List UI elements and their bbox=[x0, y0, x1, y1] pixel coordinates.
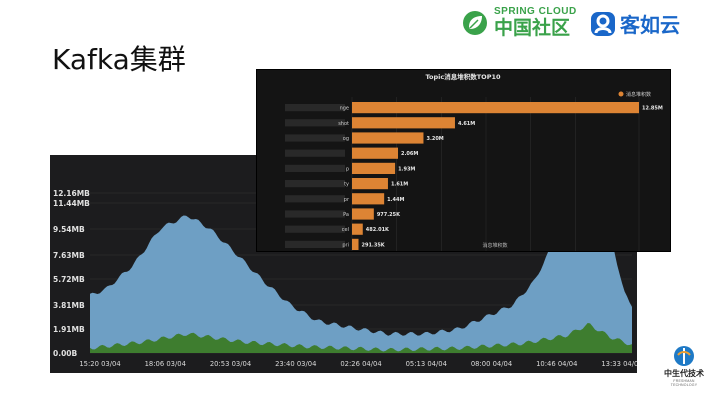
bar-value-label: 1.93M bbox=[398, 166, 415, 172]
x-tick-label: 10:46 04/04 bbox=[536, 360, 577, 368]
spring-cloud-logo: SPRING CLOUD 中国社区 bbox=[462, 7, 577, 38]
blurred-category-label bbox=[285, 134, 345, 142]
bar-value-label: 482.01K bbox=[366, 227, 390, 233]
y-tick-label: 0.00B bbox=[53, 349, 78, 358]
category-label: nge bbox=[340, 106, 349, 112]
x-tick-label: 02:26 04/04 bbox=[340, 360, 381, 368]
legend-label: 消息堆积数 bbox=[626, 91, 651, 98]
keruyun-logo: 客如云 bbox=[590, 9, 680, 38]
chart-legend: 消息堆积数 bbox=[618, 91, 651, 98]
x-tick-label: 08:00 04/04 bbox=[471, 360, 512, 368]
bar bbox=[352, 238, 359, 250]
blurred-category-label bbox=[285, 119, 345, 127]
bar-value-label: 2.06M bbox=[401, 151, 418, 157]
bar-value-label: 3.20M bbox=[426, 136, 443, 142]
category-label: cel bbox=[342, 227, 349, 233]
category-label: pri bbox=[342, 242, 349, 248]
blue-series-area bbox=[90, 193, 632, 353]
leaf-icon bbox=[463, 10, 487, 35]
chart-title: Topic消息堆积数TOP10 bbox=[425, 72, 501, 81]
x-tick-label: 23:40 03/04 bbox=[275, 360, 316, 368]
category-label: pr bbox=[344, 197, 350, 203]
x-tick-label: 15:20 03/04 bbox=[79, 360, 120, 368]
bar-value-label: 291.35K bbox=[362, 242, 386, 248]
bar bbox=[352, 102, 639, 114]
bar-value-label: 12.85M bbox=[642, 106, 663, 112]
blurred-category-label bbox=[285, 164, 345, 172]
bar bbox=[352, 223, 363, 235]
bar-value-label: 977.25K bbox=[377, 212, 401, 218]
x-tick-label: 05:13 04/04 bbox=[406, 360, 447, 368]
freshman-tech-cn: 中生代技术 bbox=[664, 369, 704, 378]
bar bbox=[352, 193, 385, 205]
category-label: Pa bbox=[343, 212, 349, 218]
bar bbox=[352, 208, 374, 220]
category-label: p bbox=[346, 166, 349, 172]
category-label: og bbox=[343, 136, 349, 142]
keruyun-mark-icon bbox=[591, 11, 615, 36]
x-tick-label: 13:33 04/04 bbox=[601, 360, 637, 368]
y-tick-label: 11.44MB bbox=[53, 199, 90, 208]
x-tick-label: 18:06 03/04 bbox=[145, 360, 186, 368]
freshman-tech-en: FRESHMAN TECHNOLOGY bbox=[670, 379, 698, 387]
freshman-tech-icon bbox=[674, 346, 694, 366]
bar bbox=[352, 147, 399, 159]
bar bbox=[352, 162, 396, 174]
y-tick-label: 12.16MB bbox=[53, 189, 90, 198]
y-tick-label: 3.81MB bbox=[53, 301, 85, 310]
category-label: shot bbox=[338, 121, 349, 127]
category-label: ty bbox=[344, 182, 349, 188]
topic-backlog-bar-chart: Topic消息堆积数TOP10 消息堆积数 12.85M nge 4.61M shot… bbox=[285, 72, 663, 262]
bar-value-label: 1.44M bbox=[387, 197, 404, 203]
blurred-category-label bbox=[285, 225, 345, 233]
y-tick-label: 1.91MB bbox=[53, 325, 85, 334]
blurred-category-label bbox=[285, 149, 345, 157]
y-tick-label: 5.72MB bbox=[53, 275, 85, 284]
keruyun-text: 客如云 bbox=[620, 13, 680, 37]
x-tick-label: 20:53 03/04 bbox=[210, 360, 251, 368]
blurred-category-label bbox=[285, 104, 345, 112]
freshman-tech-logo: 中生代技术 FRESHMAN TECHNOLOGY bbox=[664, 345, 704, 387]
spring-cloud-cn-text: 中国社区 bbox=[494, 17, 571, 39]
bar bbox=[352, 117, 455, 129]
spring-cloud-text: SPRING CLOUD bbox=[494, 6, 577, 17]
topic-backlog-chart-panel: Topic消息堆积数TOP10 消息堆积数 12.85M nge 4.61M shot… bbox=[257, 70, 670, 262]
blurred-category-label bbox=[285, 210, 345, 218]
bar bbox=[352, 132, 424, 144]
blurred-category-label bbox=[285, 195, 345, 203]
x-axis-label: 消息堆积数 bbox=[482, 242, 507, 249]
bar bbox=[352, 178, 388, 190]
y-tick-label: 9.54MB bbox=[53, 225, 85, 234]
slide-title: Kafka集群 bbox=[52, 43, 186, 76]
y-tick-label: 7.63MB bbox=[53, 251, 85, 260]
bar-value-label: 4.61M bbox=[458, 121, 475, 127]
bar-value-label: 1.61M bbox=[391, 182, 408, 188]
blurred-category-label bbox=[285, 240, 345, 248]
blurred-category-label bbox=[285, 180, 345, 188]
green-series-area bbox=[90, 323, 632, 353]
